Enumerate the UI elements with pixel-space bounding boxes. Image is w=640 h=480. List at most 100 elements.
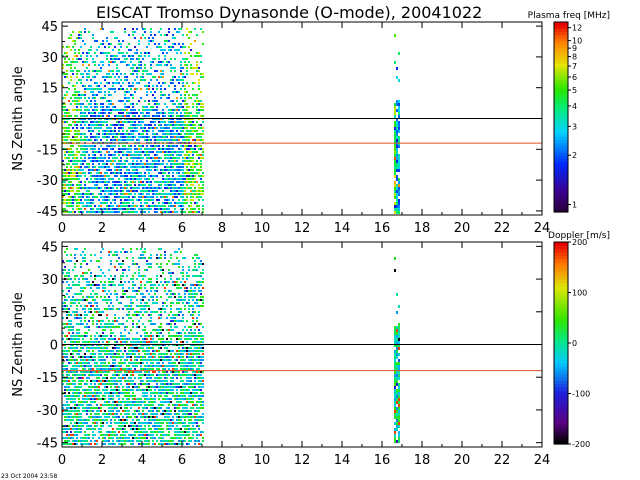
- data-cell: [118, 428, 120, 430]
- data-cell: [124, 211, 126, 213]
- data-cell: [172, 103, 174, 105]
- data-cell: [114, 251, 116, 253]
- data-cell: [182, 202, 184, 204]
- data-cell: [130, 103, 132, 105]
- data-cell: [66, 64, 68, 66]
- data-cell: [102, 157, 104, 159]
- data-cell: [124, 434, 126, 436]
- data-cell: [162, 284, 164, 286]
- data-cell: [130, 350, 132, 352]
- data-cell: [134, 395, 136, 397]
- data-cell: [108, 398, 110, 400]
- data-cell: [102, 196, 104, 198]
- data-cell: [106, 422, 108, 424]
- data-cell: [92, 196, 94, 198]
- data-cell: [78, 416, 80, 418]
- data-cell: [148, 401, 150, 403]
- data-cell: [70, 172, 72, 174]
- data-cell: [66, 211, 68, 213]
- data-cell: [120, 187, 122, 189]
- data-cell: [132, 205, 134, 207]
- data-cell: [146, 124, 148, 126]
- data-cell: [180, 106, 182, 108]
- data-cell: [140, 305, 142, 307]
- data-cell: [186, 196, 188, 198]
- data-cell: [82, 169, 84, 171]
- data-cell: [92, 193, 94, 195]
- data-cell: [144, 154, 146, 156]
- data-cell: [198, 139, 200, 141]
- data-cell: [130, 211, 132, 213]
- data-cell: [172, 67, 174, 69]
- data-cell: [114, 431, 116, 433]
- data-cell: [86, 350, 88, 352]
- data-cell: [62, 428, 64, 430]
- data-cell: [134, 311, 136, 313]
- data-cell: [118, 347, 120, 349]
- data-cell: [104, 130, 106, 132]
- data-cell: [146, 196, 148, 198]
- data-cell: [76, 160, 78, 162]
- data-cell: [108, 392, 110, 394]
- data-cell: [140, 121, 142, 123]
- data-cell: [114, 181, 116, 183]
- data-cell: [134, 263, 136, 265]
- data-cell: [72, 407, 74, 409]
- data-cell: [116, 211, 118, 213]
- data-cell: [138, 269, 140, 271]
- data-cell: [182, 82, 184, 84]
- data-cell: [140, 127, 142, 129]
- data-cell: [92, 341, 94, 343]
- data-cell: [176, 139, 178, 141]
- data-cell: [180, 133, 182, 135]
- data-cell: [168, 386, 170, 388]
- data-cell: [88, 109, 90, 111]
- data-cell: [126, 46, 128, 48]
- data-cell: [134, 145, 136, 147]
- data-cell: [112, 437, 114, 439]
- data-cell: [148, 398, 150, 400]
- data-cell: [84, 181, 86, 183]
- data-cell: [66, 299, 68, 301]
- data-cell: [146, 112, 148, 114]
- data-cell: [172, 145, 174, 147]
- data-cell: [110, 202, 112, 204]
- data-cell: [136, 350, 138, 352]
- data-cell: [136, 139, 138, 141]
- data-cell: [398, 130, 400, 133]
- data-cell: [94, 139, 96, 141]
- data-cell: [120, 61, 122, 63]
- data-cell: [202, 199, 204, 201]
- data-cell: [178, 28, 180, 30]
- data-cell: [88, 356, 90, 358]
- data-cell: [80, 293, 82, 295]
- data-cell: [94, 145, 96, 147]
- x-tick-label: 14: [334, 221, 351, 236]
- data-cell: [94, 100, 96, 102]
- data-cell: [188, 163, 190, 165]
- data-cell: [198, 136, 200, 138]
- data-cell: [152, 148, 154, 150]
- data-cell: [140, 97, 142, 99]
- data-cell: [100, 208, 102, 210]
- data-cell: [72, 151, 74, 153]
- data-cell: [170, 112, 172, 114]
- data-cell: [76, 422, 78, 424]
- data-cell: [120, 302, 122, 304]
- data-cell: [124, 160, 126, 162]
- data-cell: [136, 290, 138, 292]
- data-cell: [122, 124, 124, 126]
- data-cell: [98, 410, 100, 412]
- data-cell: [162, 148, 164, 150]
- data-cell: [140, 76, 142, 78]
- data-cell: [100, 193, 102, 195]
- data-cell: [102, 64, 104, 66]
- data-cell: [160, 148, 162, 150]
- data-cell: [132, 389, 134, 391]
- data-cell: [154, 163, 156, 165]
- data-cell: [72, 73, 74, 75]
- data-cell: [62, 365, 64, 367]
- data-cell: [98, 428, 100, 430]
- data-cell: [394, 139, 396, 142]
- data-cell: [94, 94, 96, 96]
